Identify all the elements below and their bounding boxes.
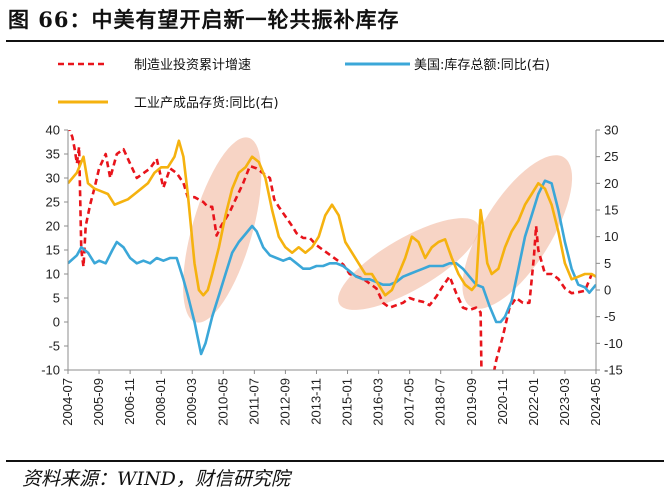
left-tick-label: -5: [48, 339, 60, 354]
series-line-0: [68, 130, 596, 370]
x-tick-label: 2018-07: [433, 378, 448, 426]
legend-label-manufacturing: 制造业投资累计增速: [134, 57, 251, 73]
left-tick-label: 5: [53, 291, 60, 306]
x-tick-label: 2022-01: [526, 378, 541, 426]
bottom-rule: [6, 460, 664, 462]
left-tick-label: 0: [53, 315, 60, 330]
x-tick-label: 2024-05: [588, 378, 603, 426]
right-tick-label: 0: [604, 283, 611, 298]
left-tick-label: 40: [46, 123, 60, 138]
legend: 制造业投资累计增速 美国:库存总额:同比(右) 工业产成品存货:同比(右): [58, 57, 550, 111]
x-tick-label: 2008-01: [153, 378, 168, 426]
x-tick-label: 2013-11: [308, 378, 323, 425]
right-tick-label: 10: [604, 229, 618, 244]
series-line-2: [68, 139, 596, 297]
axes: -10 -5 0 5 10 15 20 25 30 35 40 -15 -10 -5 0 5 10 15 20 25 3…: [41, 123, 623, 426]
right-tick-label: 30: [604, 123, 618, 138]
source-note: 资料来源：WIND，财信研究院: [22, 468, 290, 490]
series-line-1: [68, 179, 596, 356]
legend-label-us-inventory: 美国:库存总额:同比(右): [414, 57, 550, 73]
x-tick-label: 2023-03: [557, 378, 572, 426]
left-tick-label: 20: [46, 219, 60, 234]
right-tick-label: -5: [604, 309, 616, 324]
left-tick-label: 10: [46, 267, 60, 282]
right-tick-label: -15: [604, 363, 623, 378]
chart: 制造业投资累计增速 美国:库存总额:同比(右) 工业产成品存货:同比(右) -1…: [41, 57, 623, 426]
x-tick-label: 2006-11: [122, 378, 137, 425]
series-lines: [68, 130, 596, 370]
x-tick-label: 2004-07: [60, 378, 75, 426]
x-tick-label: 2011-07: [246, 378, 261, 425]
x-tick-label: 2009-03: [184, 378, 199, 426]
legend-label-industrial-inventory: 工业产成品存货:同比(右): [134, 95, 279, 111]
x-tick-label: 2010-05: [215, 378, 230, 426]
left-tick-label: 35: [46, 147, 60, 162]
figure-title: 图 66：中美有望开启新一轮共振补库存: [8, 7, 400, 32]
right-tick-label: 25: [604, 149, 618, 164]
x-tick-label: 2020-11: [495, 378, 510, 425]
left-tick-label: 15: [46, 243, 60, 258]
top-rule: [6, 40, 664, 42]
x-tick-label: 2015-01: [340, 378, 355, 426]
right-tick-label: -10: [604, 336, 623, 351]
right-tick-label: 15: [604, 203, 618, 218]
x-tick-label: 2005-09: [91, 378, 106, 426]
right-tick-label: 5: [604, 256, 611, 271]
left-tick-label: -10: [41, 363, 60, 378]
x-tick-label: 2019-09: [464, 378, 479, 426]
left-tick-label: 30: [46, 171, 60, 186]
left-tick-label: 25: [46, 195, 60, 210]
x-tick-label: 2017-05: [402, 378, 417, 426]
x-tick-label: 2016-03: [371, 378, 386, 426]
x-tick-label: 2012-09: [277, 378, 292, 426]
right-tick-label: 20: [604, 176, 618, 191]
